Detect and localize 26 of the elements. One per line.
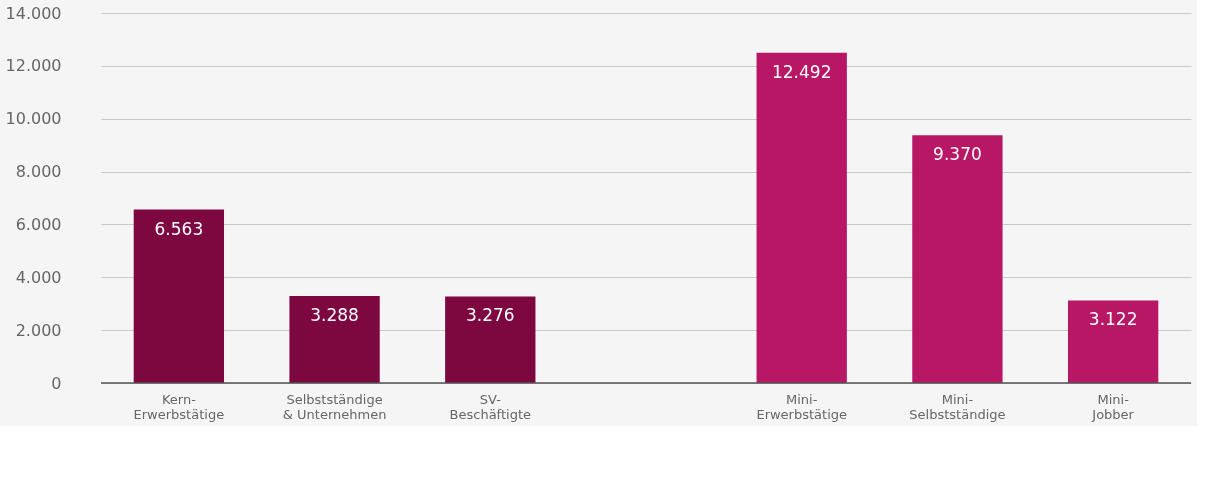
x-tick-label: SV- Beschäftigte [449,391,532,422]
x-tick-label: Selbstständige & Unternehmen [282,391,387,422]
bar [133,209,225,383]
y-tick-label: 6.000 [15,214,62,234]
bar [756,52,847,383]
x-tick-label: Mini- Selbstständige [909,391,1006,422]
y-tick-label: 12.000 [5,56,62,76]
data-label: 6.563 [154,218,204,239]
y-tick-label: 2.000 [15,320,62,340]
y-tick-label: 4.000 [15,267,62,287]
y-tick-label: 14.000 [5,3,62,23]
bar [289,296,380,383]
bar [1067,300,1159,383]
data-label: 9.370 [933,144,982,165]
y-tick-label: 8.000 [15,162,62,182]
data-label: 3.122 [1088,309,1138,330]
y-tick-label: 0 [51,373,62,393]
y-tick-label: 10.000 [5,109,62,129]
x-tick-label: Mini- Erwerbstätige [756,391,848,422]
data-label: 12.492 [771,61,832,82]
x-tick-label: Mini- Jobber [1091,391,1135,422]
bar [445,296,536,383]
data-label: 3.276 [465,305,515,326]
bar [912,135,1003,383]
x-tick-label: Kern- Erwerbstätige [133,391,225,422]
data-label: 3.288 [310,305,359,326]
